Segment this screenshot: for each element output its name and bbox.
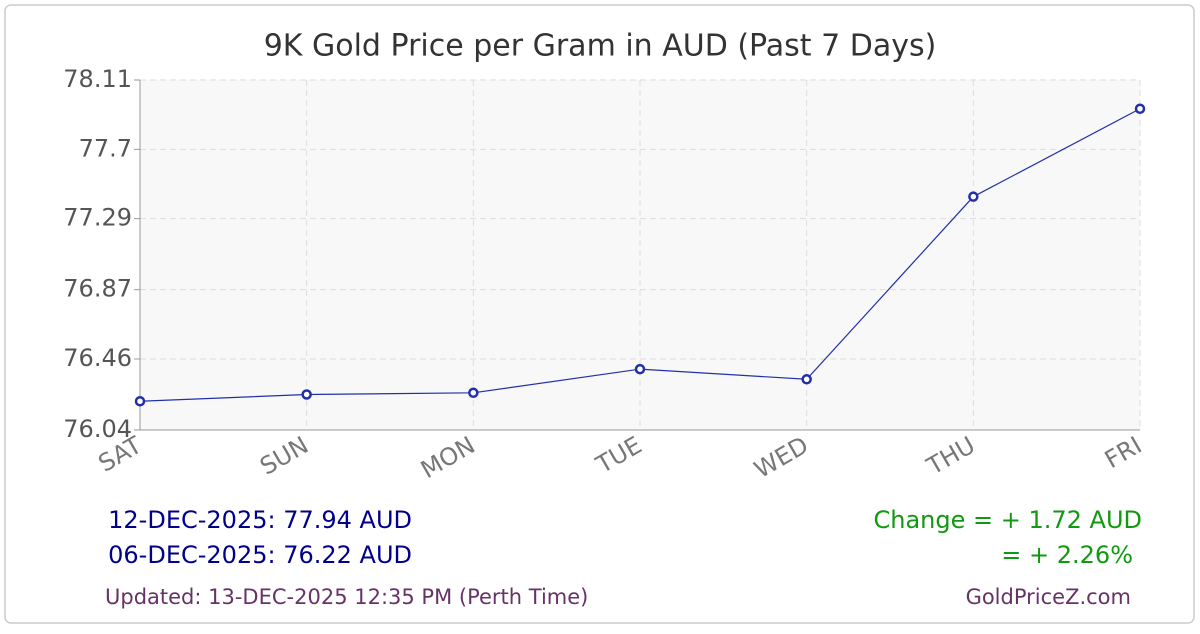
data-point bbox=[801, 374, 812, 385]
latest-price: 12-DEC-2025: 77.94 AUD bbox=[108, 506, 412, 534]
data-point bbox=[301, 389, 312, 400]
updated-time: Updated: 13-DEC-2025 12:35 PM (Perth Tim… bbox=[105, 585, 588, 609]
chart-title: 9K Gold Price per Gram in AUD (Past 7 Da… bbox=[264, 29, 937, 64]
data-point bbox=[468, 387, 479, 399]
y-tick-label: 76.87 bbox=[63, 275, 132, 303]
earliest-price: 06-DEC-2025: 76.22 AUD bbox=[108, 541, 412, 569]
site-name: GoldPriceZ.com bbox=[966, 585, 1131, 609]
change-percent: = + 2.26% bbox=[1001, 541, 1133, 569]
y-tick-label: 78.11 bbox=[63, 65, 132, 93]
data-point bbox=[634, 363, 646, 375]
y-tick-label: 77.7 bbox=[79, 134, 132, 162]
y-tick-label: 76.46 bbox=[63, 344, 132, 372]
data-point bbox=[1134, 103, 1146, 114]
y-tick-label: 77.29 bbox=[63, 204, 132, 232]
y-tick-label: 76.04 bbox=[63, 415, 132, 443]
change-amount: Change = + 1.72 AUD bbox=[873, 506, 1142, 534]
data-point bbox=[968, 191, 979, 202]
data-point bbox=[134, 396, 146, 407]
